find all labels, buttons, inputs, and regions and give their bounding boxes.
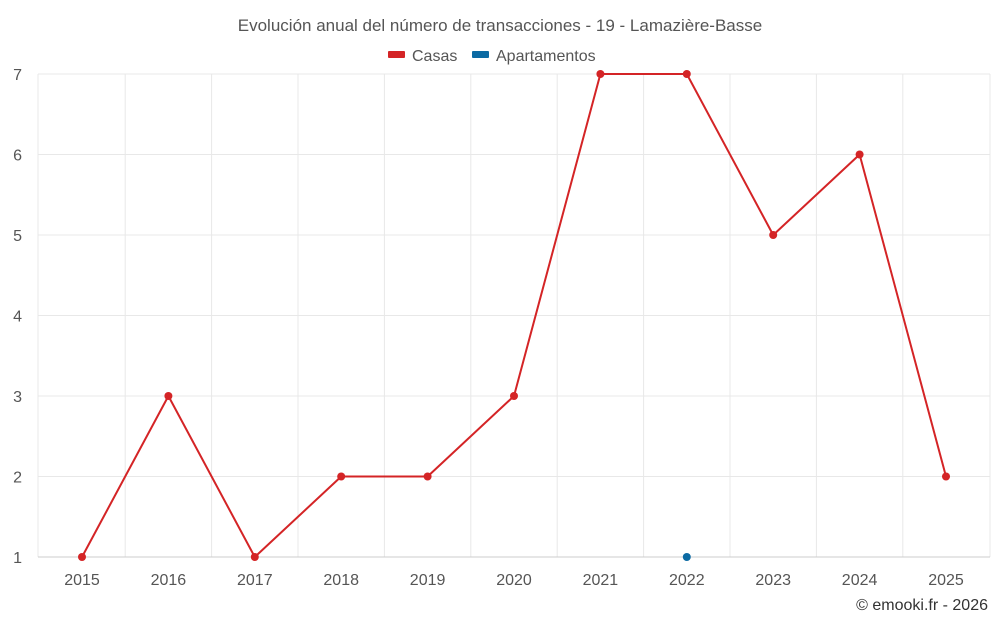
data-point-casas[interactable] [423, 472, 432, 481]
x-tick-label: 2017 [237, 572, 273, 589]
series [78, 70, 950, 561]
x-tick-label: 2021 [583, 572, 619, 589]
x-tick-label: 2025 [928, 572, 964, 589]
data-point-apartamentos[interactable] [682, 553, 691, 561]
x-tick-label: 2023 [755, 572, 791, 589]
data-point-casas[interactable] [78, 553, 86, 561]
legend-swatch-apartamentos[interactable] [472, 51, 489, 58]
data-point-casas[interactable] [250, 553, 259, 561]
y-tick-label: 3 [13, 389, 22, 406]
data-point-casas[interactable] [769, 231, 778, 239]
y-tick-label: 5 [13, 228, 22, 245]
legend-label-apartamentos[interactable]: Apartamentos [496, 48, 596, 65]
x-tick-label: 2019 [410, 572, 446, 589]
x-tick-label: 2016 [151, 572, 187, 589]
y-tick-label: 7 [13, 67, 22, 84]
data-point-casas[interactable] [682, 70, 691, 78]
x-tick-label: 2022 [669, 572, 705, 589]
y-tick-label: 4 [13, 309, 22, 326]
legend-swatch-casas[interactable] [388, 51, 405, 58]
data-point-casas[interactable] [942, 472, 950, 481]
x-tick-label: 2015 [64, 572, 100, 589]
legend-label-casas[interactable]: Casas [412, 48, 457, 65]
data-point-casas[interactable] [164, 392, 173, 400]
credit-text: © emooki.fr - 2026 [856, 597, 988, 614]
x-tick-label: 2024 [842, 572, 878, 589]
data-point-casas[interactable] [596, 70, 605, 78]
x-tick-label: 2020 [496, 572, 532, 589]
x-tick-label: 2018 [323, 572, 359, 589]
data-point-casas[interactable] [855, 150, 864, 159]
data-point-casas[interactable] [337, 472, 346, 481]
grid [37, 73, 991, 557]
y-tick-label: 1 [13, 550, 22, 567]
y-tick-label: 2 [13, 470, 22, 487]
data-point-casas[interactable] [510, 392, 518, 400]
legend: Casas Apartamentos [388, 48, 596, 65]
axes: 1 2 3 4 5 6 7 2015 2016 2017 2018 2019 2020 2021 2022 2… [13, 67, 990, 589]
y-tick-label: 6 [13, 148, 22, 165]
chart-title: Evolución anual del número de transaccio… [238, 16, 762, 35]
